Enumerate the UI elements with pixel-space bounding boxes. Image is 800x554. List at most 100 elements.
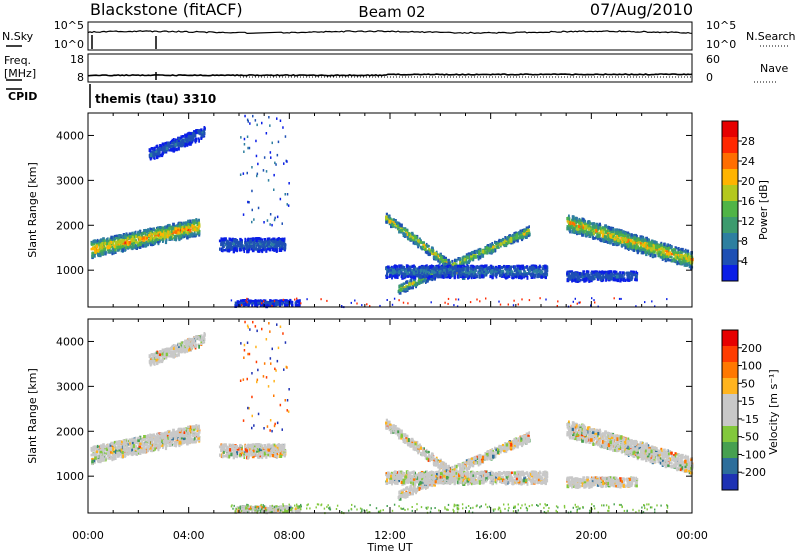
power-cell	[424, 250, 428, 254]
power-cell	[475, 269, 477, 273]
power-cell	[92, 240, 95, 244]
power-cell	[435, 274, 439, 278]
power-cell	[395, 223, 398, 228]
power-cell	[515, 235, 519, 239]
power-cell	[466, 264, 469, 268]
power-cell	[466, 270, 469, 274]
power-cell	[159, 239, 161, 243]
power-cell	[257, 206, 260, 210]
power-cell	[145, 237, 148, 240]
power-cell	[128, 240, 132, 245]
power-cell	[615, 279, 617, 282]
power-cell	[139, 245, 142, 249]
power-cell	[509, 272, 511, 276]
power-cell	[176, 232, 180, 236]
power-cell	[485, 271, 488, 276]
power-cell	[385, 215, 388, 219]
power-cell	[432, 255, 436, 259]
power-cell	[175, 139, 178, 143]
power-cell	[585, 224, 588, 229]
power-cell	[131, 231, 134, 235]
power-cell	[402, 266, 406, 270]
power-cell	[431, 277, 433, 282]
power-cell	[621, 233, 624, 237]
power-cell	[606, 236, 609, 241]
power-cell	[635, 278, 638, 282]
power-cell	[113, 244, 116, 247]
power-cell	[115, 240, 118, 244]
power-cell	[574, 230, 577, 235]
power-cell	[635, 234, 637, 239]
power-cell	[116, 240, 119, 245]
power-cell	[490, 270, 492, 273]
power-cell	[478, 252, 481, 257]
power-cell	[244, 247, 247, 251]
power-cell	[119, 239, 122, 243]
freq-label-line2: [MHz]	[4, 67, 36, 80]
power-cell	[182, 138, 185, 143]
power-cell	[605, 240, 608, 243]
power-cell	[440, 273, 443, 276]
power-cell	[582, 279, 586, 282]
power-cell	[196, 229, 199, 232]
power-cell	[499, 274, 502, 277]
power-cell	[437, 259, 440, 263]
power-cell	[388, 275, 391, 279]
power-cell	[666, 243, 669, 246]
power-cell	[98, 251, 101, 255]
power-cell	[509, 269, 513, 273]
power-cell	[629, 277, 633, 282]
power-cell	[256, 244, 259, 247]
power-cell	[484, 264, 487, 267]
power-cell	[221, 238, 224, 242]
power-cell	[92, 252, 95, 255]
power-cell	[623, 231, 627, 236]
power-cell	[619, 275, 622, 279]
power-cell	[201, 133, 203, 136]
power-cell	[579, 225, 583, 228]
power-cell	[389, 274, 392, 277]
power-cell	[112, 241, 115, 245]
power-cell	[164, 225, 167, 229]
power-cell	[480, 266, 483, 269]
power-cell	[170, 229, 173, 234]
power-cell	[197, 129, 200, 132]
power-cell	[112, 251, 115, 254]
power-cell	[415, 268, 417, 271]
power-cell	[182, 222, 185, 226]
power-cell	[595, 228, 598, 233]
power-cell	[239, 239, 242, 243]
power-cell	[250, 248, 253, 251]
power-cell	[142, 236, 145, 240]
power-cell	[94, 245, 97, 249]
power-cell	[408, 273, 412, 276]
power-cell	[457, 271, 461, 275]
power-cell	[517, 264, 521, 269]
power-cell	[626, 244, 628, 249]
power-cell	[183, 225, 186, 228]
power-cell	[533, 266, 536, 270]
power-cell	[600, 230, 603, 235]
power-cell	[574, 278, 577, 282]
power-cell	[194, 233, 197, 237]
power-cell	[285, 299, 288, 302]
power-cell	[276, 238, 280, 242]
power-cell	[149, 236, 152, 240]
power-cell	[664, 253, 667, 257]
power-cell	[527, 231, 531, 234]
power-cell	[143, 229, 146, 233]
power-cell	[535, 268, 538, 272]
power-cell	[497, 239, 500, 243]
power-cell	[160, 146, 163, 149]
power-cell	[610, 239, 614, 243]
power-cell	[132, 243, 135, 247]
power-cell	[166, 230, 169, 234]
power-cell	[124, 243, 127, 246]
power-cell	[110, 235, 113, 240]
power-cell	[416, 274, 420, 278]
freq-tick-left-top: 18	[70, 53, 84, 66]
power-cell	[103, 251, 106, 255]
power-cell	[163, 149, 166, 152]
power-cell	[646, 251, 649, 254]
power-cell	[200, 134, 203, 138]
